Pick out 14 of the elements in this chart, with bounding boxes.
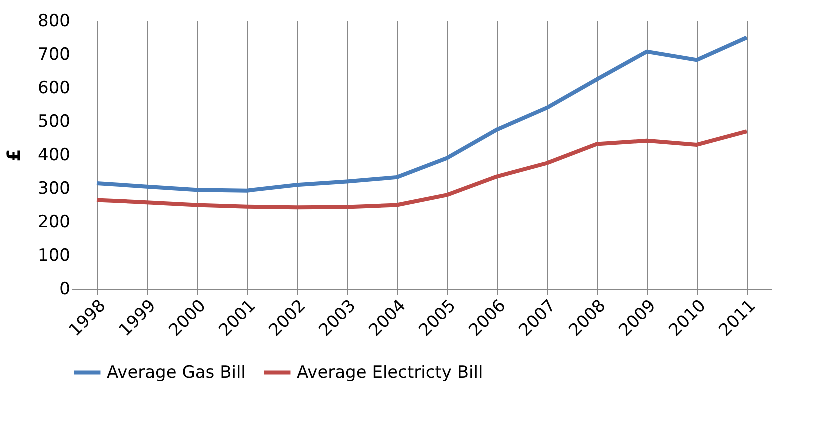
line-series	[95, 130, 749, 210]
line-series	[95, 36, 749, 193]
y-tick-label: 200	[38, 212, 70, 232]
legend-label: Average Gas Bill	[107, 362, 246, 383]
y-tick-label: 0	[60, 280, 70, 300]
legend-label: Average Electricty Bill	[297, 362, 484, 383]
y-tick-label: 300	[38, 179, 70, 199]
y-tick-label: 600	[38, 78, 70, 98]
y-tick-label: 500	[38, 112, 70, 132]
y-tick-label: 100	[38, 246, 70, 266]
y-axis-title: £	[4, 149, 26, 162]
y-tick-label: 800	[38, 12, 70, 32]
y-tick-label: 700	[38, 45, 70, 65]
y-tick-label: 400	[38, 146, 70, 166]
